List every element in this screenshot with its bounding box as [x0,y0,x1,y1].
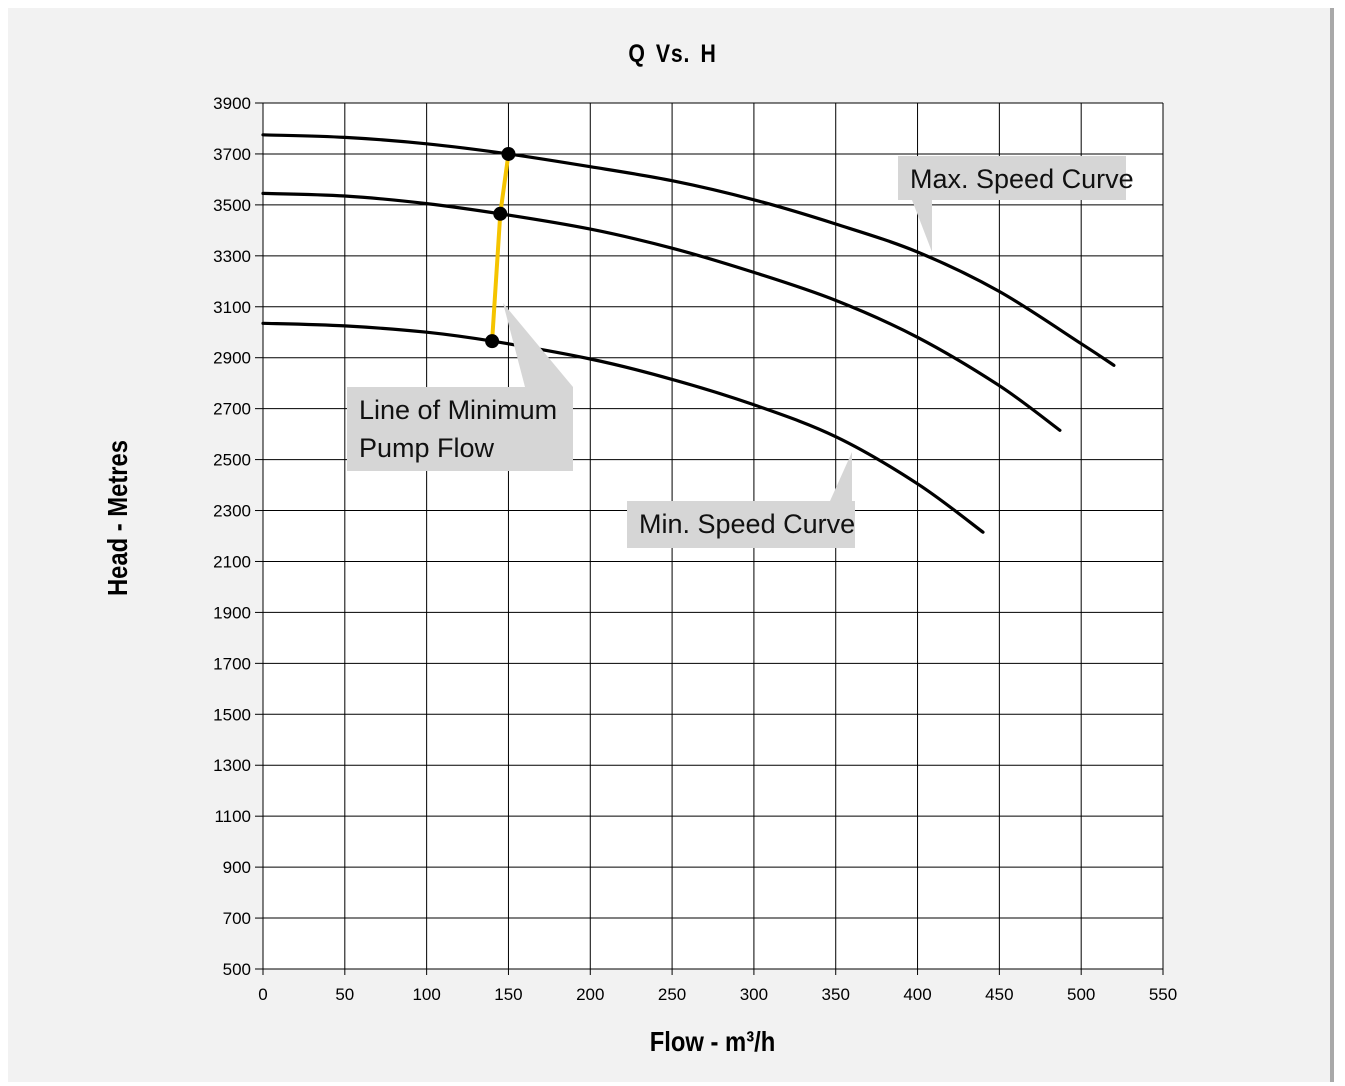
min-flow-callout: Line of Minimum Pump Flow [347,303,573,471]
y-tick-label: 2500 [213,451,251,470]
x-tick-label: 150 [494,985,522,1004]
max-speed-callout: Max. Speed Curve [898,156,1134,252]
y-tick-label: 1900 [213,603,251,622]
min-speed-callout: Min. Speed Curve [627,452,855,548]
min-speed-curve [261,321,985,534]
callout-label: Pump Flow [359,433,495,463]
y-tick-label: 1500 [213,705,251,724]
callout-pointer [503,303,573,387]
x-tick-label: 450 [985,985,1013,1004]
y-tick-label: 3900 [213,94,251,113]
x-tick-label: 350 [822,985,850,1004]
mid-speed-curve [261,191,1062,432]
y-tick-label: 700 [223,909,251,928]
x-axis-label: Flow - m³/h [649,1026,776,1057]
min-flow-marker [501,146,516,161]
x-tick-label: 200 [576,985,604,1004]
y-tick-label: 500 [223,960,251,979]
min-flow-marker [485,334,500,349]
y-tick-label: 3500 [213,196,251,215]
x-tick-label: 300 [740,985,768,1004]
y-tick-label: 2300 [213,502,251,521]
x-tick-label: 400 [903,985,931,1004]
callout-pointer [912,200,932,252]
callout-pointer [830,452,852,501]
callout-box [898,156,1126,200]
x-tick-label: 250 [658,985,686,1004]
max-speed-curve [261,133,1116,367]
callout-label: Min. Speed Curve [639,509,855,539]
y-tick-label: 3300 [213,247,251,266]
y-tick-label: 2100 [213,552,251,571]
chart-title: Q Vs. H [628,40,717,68]
x-tick-label: 0 [258,985,267,1004]
y-tick-label: 2700 [213,400,251,419]
x-tick-label: 50 [335,985,354,1004]
callout-label: Max. Speed Curve [910,164,1134,194]
callout-label: Line of Minimum [359,395,557,425]
min-flow-marker [493,206,508,221]
y-tick-label: 900 [223,858,251,877]
x-tick-label: 550 [1149,985,1177,1004]
y-tick-label: 3700 [213,145,251,164]
callout-box [627,501,855,548]
x-tick-label: 100 [412,985,440,1004]
y-tick-label: 1100 [214,807,251,826]
y-tick-label: 1700 [213,654,251,673]
y-tick-label: 2900 [213,349,251,368]
callout-box [347,387,573,471]
y-tick-label: 1300 [213,756,251,775]
x-tick-label: 500 [1067,985,1095,1004]
y-tick-label: 3100 [213,298,251,317]
